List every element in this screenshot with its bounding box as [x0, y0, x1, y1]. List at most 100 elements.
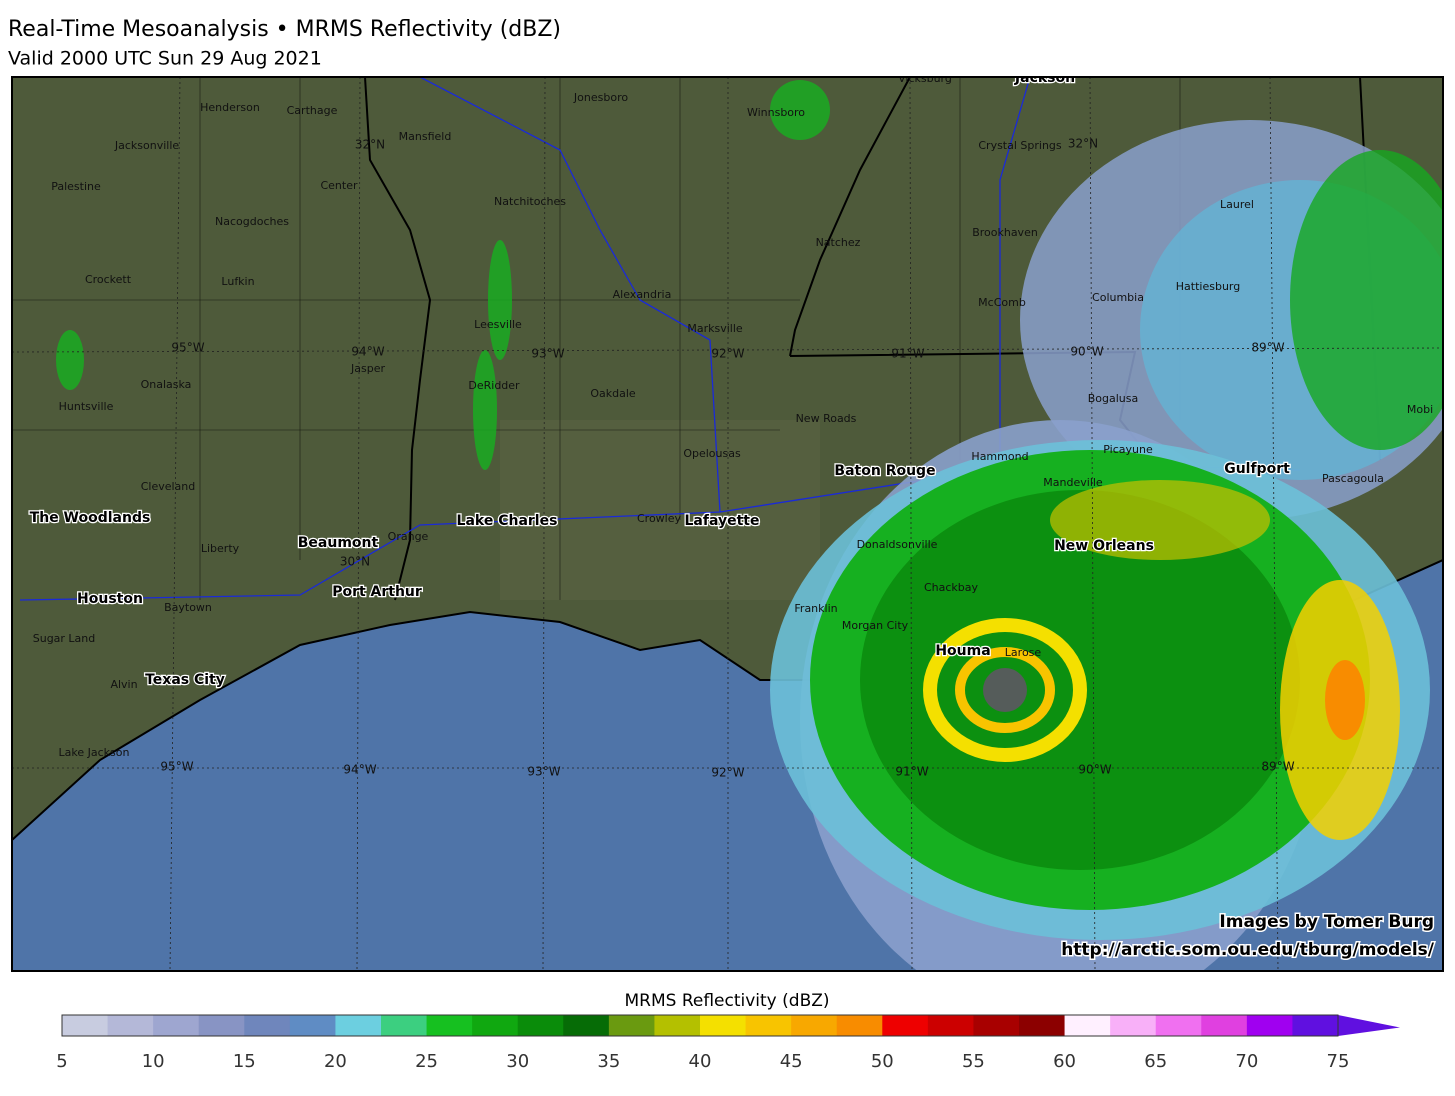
place-label: Picayune: [1103, 443, 1153, 456]
graticule-label: 32°N: [1068, 137, 1098, 151]
colorbar-tick-label: 70: [1235, 1051, 1258, 1072]
graticule: [12, 77, 1443, 971]
graticule-label: 90°W: [1078, 763, 1111, 777]
colorbar-segment: [563, 1015, 610, 1036]
subtitle: Valid 2000 UTC Sun 29 Aug 2021: [8, 48, 322, 70]
graticule-label: 93°W: [527, 765, 560, 779]
place-label: Winnsboro: [747, 106, 805, 119]
place-label: Jonesboro: [573, 91, 628, 104]
place-label: Liberty: [201, 542, 240, 555]
place-label: Columbia: [1092, 291, 1144, 304]
colorbar-tick-label: 60: [1053, 1051, 1076, 1072]
place-label: Pascagoula: [1322, 472, 1384, 485]
graticule-label: 92°W: [711, 347, 744, 361]
place-label: Crystal Springs: [978, 139, 1062, 152]
place-label: DeRidder: [468, 379, 520, 392]
graticule-label: 30°N: [340, 555, 370, 569]
colorbar-segment: [1019, 1015, 1066, 1036]
colorbar-segment: [153, 1015, 200, 1036]
place-label: Palestine: [51, 180, 101, 193]
graticule-label: 95°W: [171, 341, 204, 355]
place-label: Marksville: [687, 322, 743, 335]
place-label: Houston: [77, 591, 143, 607]
place-label: Lufkin: [221, 275, 254, 288]
place-label: Baytown: [164, 601, 212, 614]
place-label: Alexandria: [613, 288, 672, 301]
colorbar-tick-label: 45: [780, 1051, 803, 1072]
graticule-label: 89°W: [1251, 341, 1284, 355]
place-label: Brookhaven: [972, 226, 1038, 239]
colorbar-tick-label: 40: [689, 1051, 712, 1072]
colorbar-tick-label: 55: [962, 1051, 985, 1072]
colorbar-segment: [882, 1015, 929, 1036]
graticule-label: 93°W: [531, 347, 564, 361]
place-label: New Roads: [796, 412, 857, 425]
colorbar-segment: [1110, 1015, 1157, 1036]
place-label: Mandeville: [1043, 476, 1103, 489]
place-label: Hammond: [971, 450, 1028, 463]
graticule-label: 94°W: [343, 763, 376, 777]
place-label: Center: [320, 179, 358, 192]
place-label: Hattiesburg: [1176, 280, 1240, 293]
colorbar-segment: [1064, 1015, 1111, 1036]
land-shade: [500, 420, 820, 600]
place-label: Texas City: [145, 672, 225, 688]
colorbar-segment: [426, 1015, 473, 1036]
place-label: Baton Rouge: [834, 463, 935, 479]
colorbar-tick-label: 10: [142, 1051, 165, 1072]
map-frame: [11, 76, 1444, 972]
colorbar-segment: [107, 1015, 154, 1036]
place-label: Alvin: [110, 678, 137, 691]
place-label: Sugar Land: [33, 632, 96, 645]
place-label: Bogalusa: [1088, 392, 1139, 405]
colorbar-segment: [836, 1015, 883, 1036]
colorbar-segment: [1155, 1015, 1202, 1036]
place-label: Vicksburg: [898, 72, 952, 85]
radar: [56, 80, 1443, 971]
state-border: [364, 77, 432, 601]
place-label: Mansfield: [399, 130, 452, 143]
colorbar-segment: [700, 1015, 747, 1036]
place-label: Morgan City: [842, 619, 909, 632]
colorbar-segment: [289, 1015, 336, 1036]
colorbar-segment: [745, 1015, 792, 1036]
colorbar-segment: [381, 1015, 428, 1036]
colorbar-extension: [1338, 1015, 1400, 1036]
place-label: Onalaska: [141, 378, 192, 391]
place-label: Houma: [935, 643, 990, 659]
colorbar-tick-label: 25: [415, 1051, 438, 1072]
place-label: Henderson: [200, 101, 260, 114]
place-label: Beaumont: [298, 535, 379, 551]
graticule-label: 89°W: [1261, 760, 1294, 774]
place-label: Laurel: [1220, 198, 1254, 211]
place-label: Crockett: [85, 273, 132, 286]
credit: Images by Tomer Burg: [1219, 912, 1434, 932]
place-label: Nacogdoches: [215, 215, 289, 228]
place-label: Chackbay: [924, 581, 979, 594]
place-label: Gulfport: [1224, 461, 1290, 477]
title: Real-Time Mesoanalysis • MRMS Reflectivi…: [8, 17, 561, 42]
colorbar-segment: [791, 1015, 838, 1036]
colorbar-segment: [1246, 1015, 1293, 1036]
colorbar-label: MRMS Reflectivity (dBZ): [624, 991, 829, 1011]
colorbar-segment: [62, 1015, 109, 1036]
place-label: Larose: [1005, 646, 1042, 659]
place-label: Franklin: [794, 602, 837, 615]
graticule-label: 90°W: [1070, 345, 1103, 359]
graticule-label: 94°W: [351, 345, 384, 359]
place-label: Port Arthur: [332, 584, 422, 600]
place-label: McComb: [978, 296, 1026, 309]
colorbar-segment: [517, 1015, 564, 1036]
place-label: Jasper: [350, 362, 385, 375]
colorbar-segment: [1201, 1015, 1248, 1036]
colorbar-segment: [973, 1015, 1020, 1036]
colorbar-segment: [654, 1015, 701, 1036]
colorbar-tick-label: 50: [871, 1051, 894, 1072]
colorbar-tick-label: 35: [597, 1051, 620, 1072]
colorbar-tick-label: 75: [1327, 1051, 1350, 1072]
graticule-label: 92°W: [711, 766, 744, 780]
place-label: Jackson: [1014, 70, 1075, 86]
colorbar-segment: [608, 1015, 655, 1036]
